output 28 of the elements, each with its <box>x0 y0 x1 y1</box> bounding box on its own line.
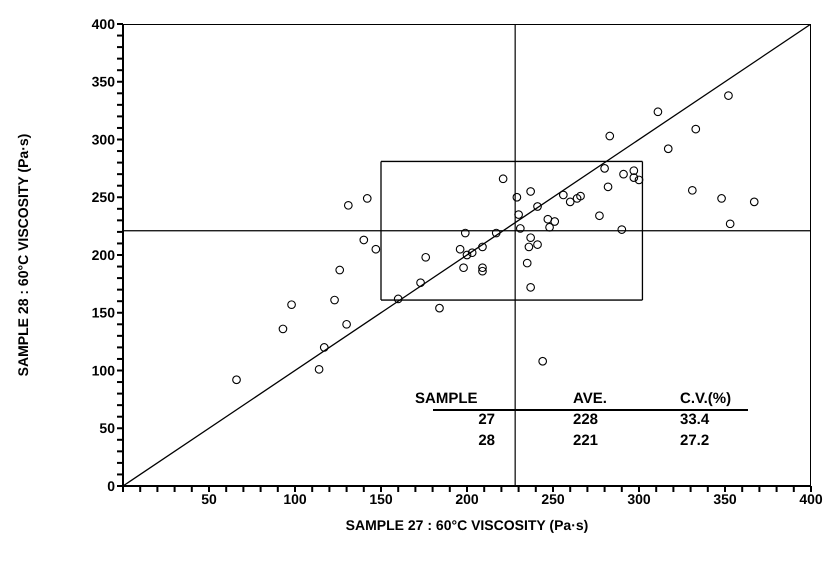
y-tick-label: 350 <box>92 74 116 90</box>
y-tick-label: 0 <box>107 478 116 494</box>
annotation: 221 <box>573 432 598 449</box>
annotation: 27.2 <box>680 432 710 449</box>
x-tick-label: 300 <box>627 490 651 507</box>
y-tick-label: 400 <box>92 16 116 32</box>
x-axis-title: SAMPLE 27 : 60°C VISCOSITY (Pa·s) <box>346 517 588 533</box>
annotation: 228 <box>573 411 598 428</box>
x-tick-label: 200 <box>455 490 479 507</box>
y-tick-label: 300 <box>92 131 116 148</box>
annotation: C.V.(%) <box>680 390 732 407</box>
annotation: 28 <box>478 432 495 449</box>
y-tick-label: 200 <box>92 246 116 263</box>
y-axis-title: SAMPLE 28 : 60°C VISCOSITY (Pa·s) <box>14 134 31 376</box>
annotation: AVE. <box>573 390 607 407</box>
y-tick-label: 250 <box>92 189 116 206</box>
y-tick-label: 150 <box>92 304 116 321</box>
x-tick-label: 100 <box>283 490 307 507</box>
x-tick-label: 400 <box>799 490 823 507</box>
annotation: SAMPLE <box>415 390 478 407</box>
x-tick-label: 150 <box>369 490 393 507</box>
x-tick-label: 250 <box>541 490 565 507</box>
x-tick-label: 350 <box>713 490 737 507</box>
x-tick-label: 50 <box>201 490 217 507</box>
annotation: 27 <box>478 411 495 428</box>
annotation: 33.4 <box>680 411 710 428</box>
y-tick-label: 50 <box>99 420 116 436</box>
y-tick-label: 100 <box>92 362 116 378</box>
